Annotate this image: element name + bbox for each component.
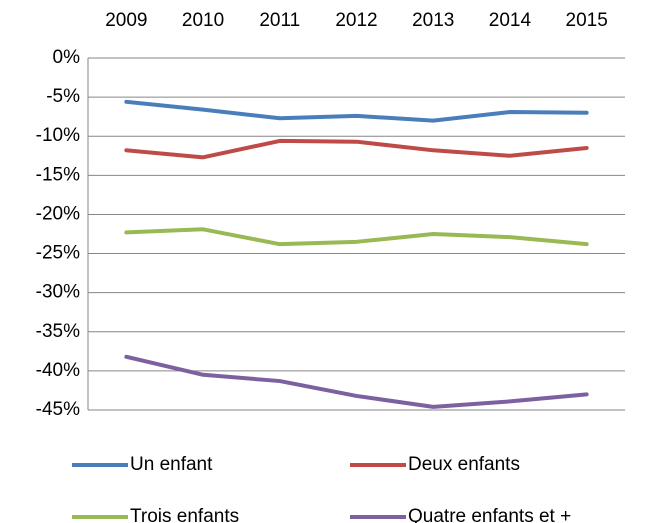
y-tick-label: -10% <box>36 125 80 146</box>
x-tick-label: 2009 <box>105 10 147 31</box>
y-tick-label: -30% <box>36 282 80 303</box>
legend-label: Trois enfants <box>130 506 239 523</box>
x-tick-label: 2010 <box>182 10 224 31</box>
y-tick-label: 0% <box>53 47 81 68</box>
legend-label: Deux enfants <box>408 454 520 475</box>
legend-label: Un enfant <box>130 454 213 475</box>
y-tick-label: -35% <box>36 321 80 342</box>
y-tick-label: -5% <box>46 86 80 107</box>
x-tick-label: 2013 <box>412 10 454 31</box>
x-tick-label: 2012 <box>335 10 377 31</box>
y-tick-label: -45% <box>36 399 80 420</box>
line-series <box>124 99 589 123</box>
y-tick-label: -40% <box>36 360 80 381</box>
line-series <box>124 354 589 409</box>
y-tick-label: -15% <box>36 164 80 185</box>
legend-label: Quatre enfants et + <box>408 506 571 523</box>
line-series <box>124 138 589 160</box>
y-tick-label: -25% <box>36 243 80 264</box>
line-series <box>124 227 589 247</box>
x-tick-label: 2011 <box>259 10 300 31</box>
x-tick-label: 2014 <box>489 10 532 31</box>
x-tick-label: 2015 <box>566 10 608 31</box>
y-tick-label: -20% <box>36 203 80 224</box>
